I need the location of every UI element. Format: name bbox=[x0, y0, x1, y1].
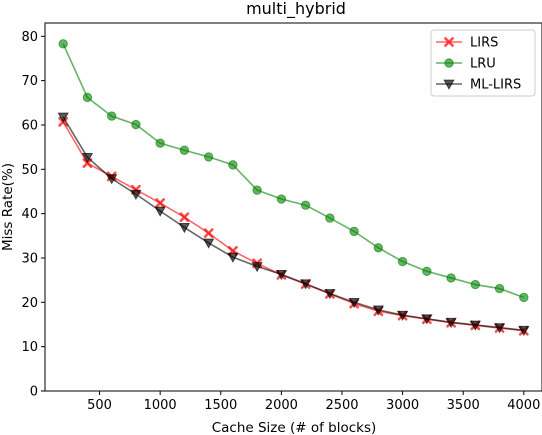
data-point bbox=[518, 325, 530, 337]
series-ml-lirs bbox=[57, 112, 530, 337]
series-layer bbox=[57, 39, 530, 337]
data-point bbox=[300, 200, 311, 210]
data-point bbox=[106, 111, 117, 121]
x-tick-label: 500 bbox=[87, 398, 112, 413]
data-point bbox=[154, 206, 166, 217]
data-point bbox=[81, 153, 94, 164]
y-tick-label: 30 bbox=[21, 251, 38, 266]
legend-marker bbox=[443, 79, 455, 90]
data-point bbox=[203, 228, 214, 239]
legend-label: ML-LIRS bbox=[470, 78, 521, 93]
y-tick-label: 80 bbox=[21, 30, 38, 45]
data-point bbox=[372, 305, 385, 316]
data-point bbox=[275, 270, 288, 281]
data-point bbox=[276, 194, 287, 204]
legend-entry: LRU bbox=[436, 57, 496, 72]
legend-label: LIRS bbox=[470, 36, 498, 51]
legend-box bbox=[430, 29, 536, 97]
data-point bbox=[179, 212, 190, 223]
data-point bbox=[228, 160, 238, 170]
data-point bbox=[130, 189, 142, 200]
data-point bbox=[325, 213, 335, 223]
series-lru bbox=[58, 39, 529, 303]
data-point bbox=[131, 119, 141, 130]
data-point bbox=[202, 238, 215, 249]
data-point bbox=[373, 243, 384, 253]
data-point bbox=[349, 226, 359, 237]
legend: LIRS LRU ML-LIRS bbox=[430, 29, 536, 97]
x-tick-label: 2500 bbox=[325, 398, 358, 413]
data-point bbox=[179, 145, 190, 155]
x-axis-label: Cache Size (# of blocks) bbox=[212, 420, 377, 435]
data-point bbox=[396, 310, 409, 322]
data-point bbox=[446, 273, 456, 283]
legend-marker bbox=[444, 58, 454, 68]
data-point bbox=[58, 39, 68, 49]
legend-entry: LIRS bbox=[436, 36, 498, 51]
data-point bbox=[82, 92, 93, 103]
data-point bbox=[348, 297, 360, 309]
data-point bbox=[445, 317, 457, 329]
data-point bbox=[324, 289, 336, 300]
data-point bbox=[203, 152, 214, 162]
data-point bbox=[469, 320, 481, 331]
legend-marker bbox=[444, 37, 454, 47]
y-tick-label: 0 bbox=[30, 385, 38, 400]
y-axis: 0 10 20 30 40 50 60 70 80 bbox=[21, 30, 45, 400]
y-tick-label: 60 bbox=[21, 118, 38, 133]
x-tick-label: 3500 bbox=[447, 398, 480, 413]
y-tick-label: 20 bbox=[21, 296, 38, 311]
data-point bbox=[178, 223, 191, 234]
data-point bbox=[397, 256, 408, 267]
y-tick-label: 50 bbox=[21, 163, 38, 178]
data-point bbox=[421, 314, 433, 325]
data-point bbox=[57, 112, 69, 123]
data-point bbox=[227, 252, 239, 263]
y-axis-label: Miss Rate(%) bbox=[0, 163, 16, 251]
x-tick-label: 1500 bbox=[204, 398, 237, 413]
x-axis: 500 1000 1500 2000 2500 3000 3500 4000 bbox=[87, 391, 540, 413]
data-point bbox=[106, 174, 118, 185]
data-point bbox=[470, 279, 481, 290]
legend-label: LRU bbox=[470, 57, 496, 72]
data-point bbox=[422, 266, 432, 276]
data-point bbox=[299, 279, 312, 290]
y-tick-label: 10 bbox=[21, 340, 38, 355]
data-point bbox=[155, 138, 165, 148]
data-point bbox=[155, 198, 166, 208]
data-point bbox=[519, 292, 529, 303]
data-point bbox=[494, 283, 505, 294]
data-point bbox=[252, 185, 262, 195]
x-tick-label: 2000 bbox=[265, 398, 298, 413]
x-tick-label: 1000 bbox=[144, 398, 177, 413]
data-point bbox=[493, 323, 506, 334]
legend-entry: ML-LIRS bbox=[436, 78, 521, 93]
chart-title: multi_hybrid bbox=[246, 0, 346, 19]
x-tick-label: 4000 bbox=[507, 398, 540, 413]
y-tick-label: 70 bbox=[21, 74, 38, 89]
series-line bbox=[62, 116, 524, 332]
y-tick-label: 40 bbox=[21, 207, 38, 222]
data-point bbox=[251, 262, 263, 273]
x-tick-label: 3000 bbox=[386, 398, 419, 413]
